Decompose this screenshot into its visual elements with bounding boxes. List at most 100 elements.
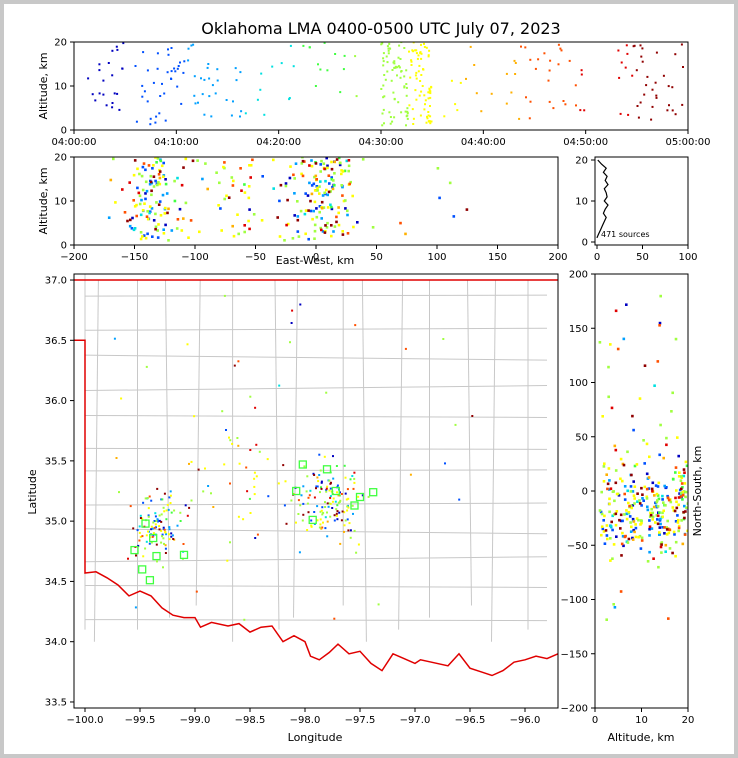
source-point: [399, 76, 402, 79]
source-point: [260, 72, 263, 75]
source-point: [283, 504, 286, 507]
source-point: [645, 472, 649, 476]
source-point: [313, 175, 316, 179]
source-point: [148, 495, 151, 498]
source-point: [141, 84, 144, 87]
source-point: [329, 203, 332, 207]
source-point: [156, 229, 159, 232]
source-point: [419, 114, 422, 117]
source-point: [650, 507, 653, 511]
source-point: [659, 517, 662, 521]
source-point: [669, 500, 673, 504]
source-point: [650, 118, 653, 121]
source-point: [323, 455, 326, 458]
source-point: [348, 182, 351, 186]
source-point: [520, 45, 522, 48]
source-point: [153, 526, 156, 529]
source-point: [628, 504, 631, 508]
source-point: [197, 468, 200, 471]
source-point: [343, 54, 346, 57]
source-point: [162, 161, 165, 165]
source-point: [324, 179, 327, 183]
source-point: [337, 206, 340, 209]
source-point: [148, 182, 152, 186]
source-point: [450, 79, 453, 82]
source-point: [348, 522, 351, 525]
source-point: [655, 94, 658, 97]
source-point: [657, 481, 661, 485]
source-point: [290, 499, 293, 502]
source-point: [633, 497, 636, 500]
source-point: [339, 499, 342, 502]
altitude-time-xtick-label: 04:20:00: [256, 137, 301, 148]
source-point: [404, 110, 407, 113]
source-point: [147, 530, 149, 533]
altitude-eastwest-ytick-label: 10: [54, 197, 67, 208]
source-point: [139, 213, 143, 217]
source-point: [337, 494, 340, 497]
source-point: [142, 234, 146, 237]
source-point: [641, 497, 644, 500]
source-point: [636, 492, 639, 495]
source-point: [230, 114, 233, 117]
source-point: [308, 181, 311, 185]
source-point: [667, 617, 670, 620]
source-point: [325, 226, 329, 229]
source-point: [622, 337, 626, 341]
source-point: [313, 237, 316, 240]
source-point: [623, 485, 627, 488]
source-point: [230, 176, 234, 179]
source-point: [672, 478, 675, 481]
source-point: [150, 207, 154, 210]
source-point: [139, 237, 143, 241]
source-point: [665, 443, 668, 447]
source-point: [289, 165, 292, 168]
source-point: [222, 165, 225, 169]
altitude-time-xtick-label: 04:50:00: [563, 137, 608, 148]
plan-view-panel: −100.0 −99.5 −99.0 −98.5 −98.0 −97.5 −97.0 −96.…: [26, 273, 559, 744]
source-point: [290, 322, 293, 324]
source-point: [377, 603, 380, 606]
source-point: [188, 506, 191, 509]
source-point: [161, 535, 163, 538]
source-point: [312, 209, 315, 213]
source-point: [225, 99, 228, 101]
county-line: [195, 280, 201, 606]
source-point: [436, 167, 440, 170]
source-point: [343, 464, 346, 467]
source-point: [216, 79, 219, 82]
source-point: [613, 513, 616, 516]
county-line: [84, 294, 548, 297]
source-point: [304, 232, 307, 236]
source-point: [625, 512, 628, 516]
source-point: [645, 442, 649, 446]
source-point: [636, 500, 639, 503]
source-point: [322, 521, 324, 524]
source-point: [608, 510, 611, 514]
source-point: [614, 512, 618, 516]
source-point: [604, 529, 608, 532]
source-point: [176, 218, 180, 221]
source-point: [685, 464, 688, 468]
histogram-ytick-label: 20: [575, 156, 588, 167]
source-point: [458, 498, 461, 501]
source-point: [235, 79, 238, 82]
source-point: [549, 59, 552, 62]
source-point: [328, 502, 331, 505]
source-point: [154, 523, 157, 526]
source-point: [681, 486, 684, 489]
source-point: [320, 480, 323, 483]
source-point: [675, 489, 678, 492]
source-point: [231, 442, 234, 445]
source-point: [293, 192, 296, 195]
source-point: [665, 436, 668, 440]
source-point: [381, 42, 384, 45]
source-point: [670, 410, 673, 413]
altitude-eastwest-ylabel: Altitude, km: [37, 167, 50, 234]
source-point: [337, 211, 340, 215]
source-point: [98, 69, 101, 72]
source-point: [416, 57, 419, 60]
source-point: [654, 504, 658, 508]
source-point: [600, 512, 604, 516]
source-point: [113, 337, 116, 340]
